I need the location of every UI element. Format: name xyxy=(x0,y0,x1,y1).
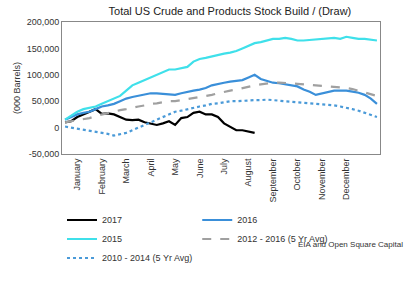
svg-text:100,000: 100,000 xyxy=(27,70,60,80)
svg-text:January: January xyxy=(72,158,82,191)
svg-text:(000 Barrels): (000 Barrels) xyxy=(12,62,22,114)
svg-text:0: 0 xyxy=(54,123,59,133)
svg-text:200,000: 200,000 xyxy=(27,17,60,27)
svg-text:November: November xyxy=(317,159,327,201)
svg-text:-50,000: -50,000 xyxy=(29,149,60,159)
svg-text:2017: 2017 xyxy=(102,215,122,225)
svg-text:50,000: 50,000 xyxy=(32,96,60,106)
svg-text:June: June xyxy=(195,159,205,179)
svg-text:October: October xyxy=(292,159,302,191)
svg-text:Total US Crude and Products St: Total US Crude and Products Stock Build … xyxy=(109,5,352,17)
svg-text:EIA and Open Square Capital: EIA and Open Square Capital xyxy=(298,240,403,249)
svg-text:2016: 2016 xyxy=(237,215,257,225)
svg-text:July: July xyxy=(219,158,229,175)
svg-text:2010 - 2014 (5 Yr Avg): 2010 - 2014 (5 Yr Avg) xyxy=(102,253,192,263)
svg-text:March: March xyxy=(121,159,131,184)
svg-text:February: February xyxy=(97,158,107,195)
svg-text:September: September xyxy=(268,159,278,203)
svg-text:August: August xyxy=(243,158,253,187)
svg-text:April: April xyxy=(146,159,156,177)
svg-text:May: May xyxy=(170,158,180,176)
svg-text:2012 - 2016 (5 Yr Avg): 2012 - 2016 (5 Yr Avg) xyxy=(237,234,327,244)
svg-text:2015: 2015 xyxy=(102,234,122,244)
svg-text:150,000: 150,000 xyxy=(27,44,60,54)
svg-text:December: December xyxy=(341,159,351,201)
